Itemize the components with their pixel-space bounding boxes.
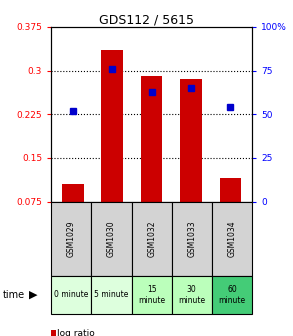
Text: log ratio: log ratio xyxy=(57,329,95,336)
Text: time: time xyxy=(3,290,25,300)
Text: GSM1032: GSM1032 xyxy=(147,220,156,257)
Text: GSM1033: GSM1033 xyxy=(187,220,196,257)
Bar xyxy=(62,184,84,202)
Text: 15
minute: 15 minute xyxy=(138,285,165,304)
Bar xyxy=(180,79,202,202)
Text: 5 minute: 5 minute xyxy=(94,290,129,299)
Text: 60
minute: 60 minute xyxy=(218,285,246,304)
Text: 30
minute: 30 minute xyxy=(178,285,205,304)
Bar xyxy=(141,76,162,202)
Text: GSM1029: GSM1029 xyxy=(67,220,76,257)
Text: GSM1030: GSM1030 xyxy=(107,220,116,257)
Text: GSM1034: GSM1034 xyxy=(227,220,236,257)
Bar xyxy=(101,50,123,202)
Bar xyxy=(219,178,241,202)
Text: GDS112 / 5615: GDS112 / 5615 xyxy=(99,13,194,27)
Text: ▶: ▶ xyxy=(29,290,38,300)
Text: 0 minute: 0 minute xyxy=(54,290,88,299)
